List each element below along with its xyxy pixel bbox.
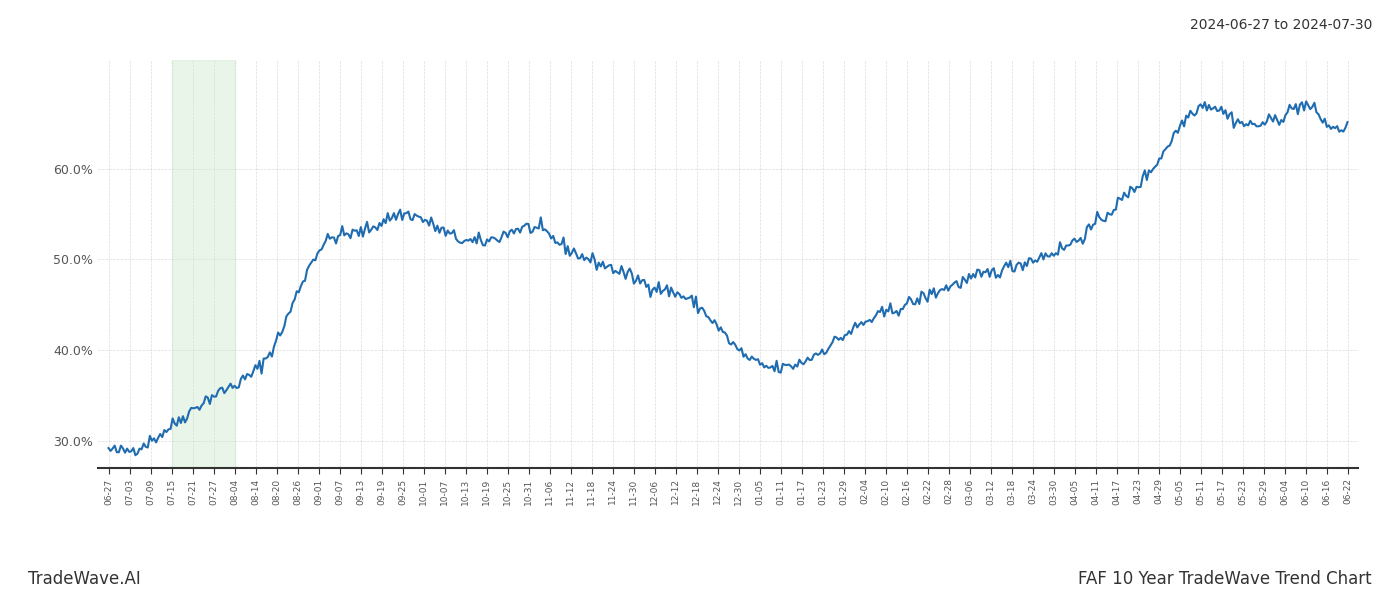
Text: FAF 10 Year TradeWave Trend Chart: FAF 10 Year TradeWave Trend Chart [1078, 570, 1372, 588]
Text: 2024-06-27 to 2024-07-30: 2024-06-27 to 2024-07-30 [1190, 18, 1372, 32]
Bar [171, 60, 235, 468]
Text: TradeWave.AI: TradeWave.AI [28, 570, 141, 588]
